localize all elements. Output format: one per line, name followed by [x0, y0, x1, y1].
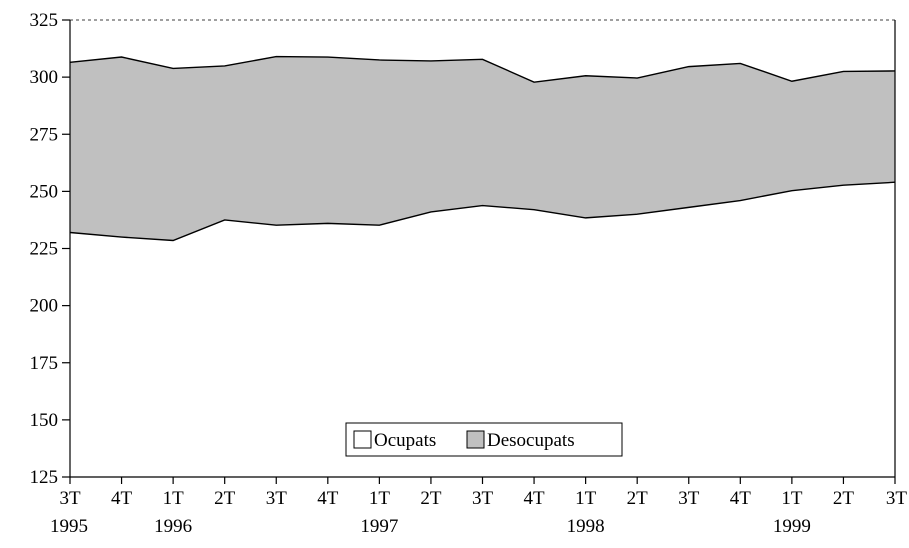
- line-desocupats: [69, 55, 896, 83]
- y-tick-label: 300: [30, 67, 59, 88]
- x-tick-label-quarter: 3T: [886, 488, 908, 509]
- x-tick-label-quarter: 2T: [627, 488, 649, 509]
- x-tick-label-year: 1996: [154, 516, 192, 537]
- x-tick-label-year: 1995: [50, 516, 88, 537]
- y-tick-label: 275: [30, 124, 59, 145]
- x-tick-label-year: 1997: [360, 516, 398, 537]
- tick-layer: 125 150 175 200 225 250 275 300 325 3T 1995 4T 1T 199…: [30, 10, 908, 537]
- x-tick-label-quarter: 3T: [59, 488, 81, 509]
- x-tick-label-year: 1999: [773, 516, 811, 537]
- line-ocupats: [69, 181, 896, 242]
- x-tick-label-quarter: 1T: [575, 488, 597, 509]
- x-tick-label-quarter: 3T: [266, 488, 288, 509]
- x-tick-label-year: 1998: [567, 516, 605, 537]
- line-layer: [69, 55, 896, 242]
- y-tick-label: 325: [30, 10, 59, 31]
- y-tick-label: 125: [30, 467, 59, 488]
- area-layer: [70, 56, 895, 478]
- x-tick-label-quarter: 4T: [111, 488, 133, 509]
- x-tick-label-quarter: 1T: [781, 488, 803, 509]
- x-tick-label-quarter: 3T: [472, 488, 494, 509]
- y-tick-label: 200: [30, 296, 59, 317]
- area-desocupats: [70, 56, 895, 241]
- x-tick-label-quarter: 4T: [730, 488, 752, 509]
- legend: Ocupats Desocupats: [345, 422, 623, 457]
- legend-label-ocupats: Ocupats: [374, 430, 436, 451]
- legend-label-desocupats: Desocupats: [487, 430, 575, 451]
- x-tick-label-quarter: 4T: [317, 488, 339, 509]
- x-tick-label-quarter: 2T: [420, 488, 442, 509]
- x-tick-label-quarter: 4T: [524, 488, 546, 509]
- x-tick-label-quarter: 3T: [678, 488, 700, 509]
- x-tick-label-quarter: 2T: [214, 488, 236, 509]
- y-tick-label: 225: [30, 239, 59, 260]
- x-tick-label-quarter: 1T: [163, 488, 185, 509]
- x-tick-label-quarter: 2T: [833, 488, 855, 509]
- y-tick-label: 150: [30, 410, 59, 431]
- x-tick-label-quarter: 1T: [369, 488, 391, 509]
- legend-swatch-desocupats: [466, 430, 485, 449]
- legend-swatch-ocupats: [353, 430, 372, 449]
- y-tick-label: 250: [30, 181, 59, 202]
- area-ocupats: [70, 182, 895, 478]
- y-tick-label: 175: [30, 353, 59, 374]
